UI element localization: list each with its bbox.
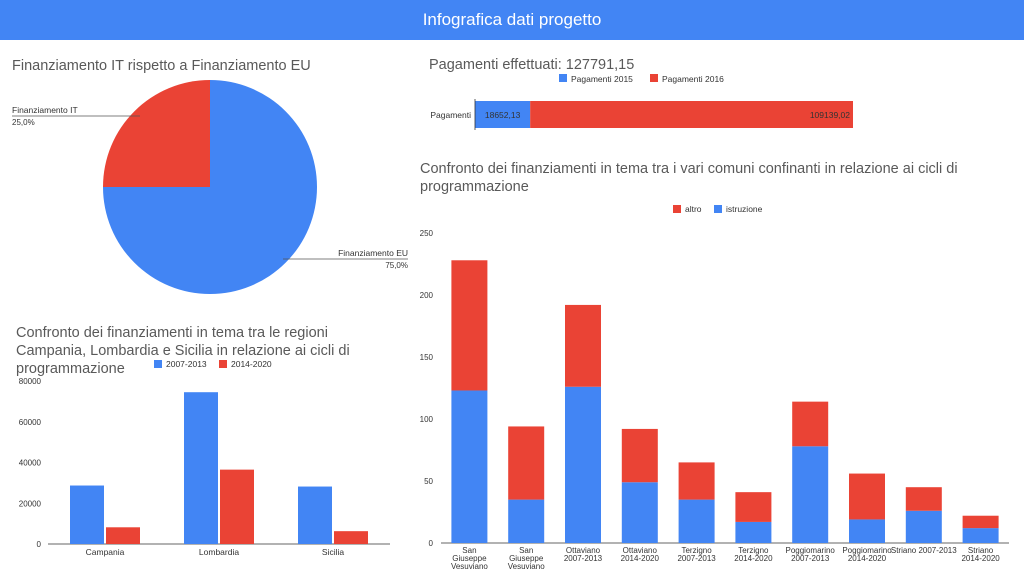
municipalities-x-label-5-0: Terzigno xyxy=(738,546,769,555)
municipalities-x-label-0-0: San xyxy=(462,546,476,555)
regions-x-label-2: Sicilia xyxy=(322,547,344,557)
municipalities-x-label-7-1: 2014-2020 xyxy=(848,554,887,563)
pie-chart-title: Finanziamento IT rispetto a Finanziament… xyxy=(12,58,311,74)
payments-chart-title: Pagamenti effettuati: 127791,15 xyxy=(429,57,635,73)
pie-percent-it: 25,0% xyxy=(12,118,35,127)
municipalities-bar-7-0 xyxy=(849,519,885,543)
regions-y-tick-1: 20000 xyxy=(19,499,42,508)
regions-legend-label-0: 2007-2013 xyxy=(166,359,207,369)
dashboard-header: Infografica dati progetto xyxy=(0,0,1024,40)
municipalities-bar-1-0 xyxy=(508,499,545,543)
municipalities-bar-2-1 xyxy=(565,304,601,387)
municipalities-x-label-8-0: Striano 2007-2013 xyxy=(891,546,957,555)
municipalities-x-label-5-1: 2014-2020 xyxy=(734,554,773,563)
municipalities-x-label-2-1: 2007-2013 xyxy=(564,554,603,563)
regions-bar-0-1 xyxy=(106,527,140,544)
municipalities-bar-0-0 xyxy=(451,390,488,543)
municipalities-bar-9-0 xyxy=(962,528,999,543)
regions-bar-2-0 xyxy=(298,486,332,544)
regions-bar-1-1 xyxy=(220,469,254,544)
municipalities-y-tick-3: 150 xyxy=(420,353,434,362)
municipalities-x-label-1-0: San xyxy=(519,546,533,555)
payment-legend-label-0: Pagamenti 2015 xyxy=(571,74,633,84)
pie-label-eu: Finanziamento EU xyxy=(338,248,408,258)
pie-slice-1 xyxy=(103,80,317,294)
municipalities-y-tick-1: 50 xyxy=(424,477,433,486)
municipalities-bar-6-0 xyxy=(792,446,829,543)
regions-x-label-0: Campania xyxy=(86,547,125,557)
municipalities-x-label-1-1: Giuseppe xyxy=(509,554,544,563)
payment-data-label-1: 109139,02 xyxy=(810,110,850,120)
regions-legend-label-1: 2014-2020 xyxy=(231,359,272,369)
regions-y-tick-2: 40000 xyxy=(19,459,42,468)
regions-legend-swatch-1 xyxy=(219,360,227,368)
municipalities-bar-2-0 xyxy=(565,386,601,543)
municipalities-y-tick-0: 0 xyxy=(429,539,434,548)
regions-y-tick-4: 80000 xyxy=(19,377,42,386)
municipalities-x-label-4-1: 2007-2013 xyxy=(677,554,716,563)
municipalities-bar-3-1 xyxy=(621,428,658,483)
municipalities-bar-4-1 xyxy=(678,462,715,500)
municipalities-x-label-0-1: Giuseppe xyxy=(452,554,487,563)
municipalities-bar-4-0 xyxy=(678,499,715,543)
payment-legend-swatch-1 xyxy=(650,74,658,82)
municipalities-x-label-3-0: Ottaviano xyxy=(623,546,658,555)
regions-y-tick-3: 60000 xyxy=(19,418,42,427)
municipalities-chart-title: Confronto dei finanziamenti in tema tra … xyxy=(420,161,958,195)
dashboard-title: Infografica dati progetto xyxy=(422,10,602,29)
municipalities-y-tick-4: 200 xyxy=(420,291,434,300)
municipalities-bar-8-1 xyxy=(905,487,942,511)
municipalities-x-label-4-0: Terzigno xyxy=(681,546,712,555)
municipalities-x-label-6-0: Poggiomarino xyxy=(786,546,836,555)
pie-label-it: Finanziamento IT xyxy=(12,105,78,115)
payment-bar-segment-0 xyxy=(475,101,531,128)
municipalities-legend-label-1: istruzione xyxy=(726,204,763,214)
municipalities-bar-7-1 xyxy=(849,473,885,520)
regions-chart-title: Confronto dei finanziamenti in tema tra … xyxy=(16,325,350,377)
payment-category-label: Pagamenti xyxy=(430,110,471,120)
regions-bar-1-0 xyxy=(184,392,218,544)
municipalities-x-label-9-1: 2014-2020 xyxy=(961,554,1000,563)
municipalities-bar-0-1 xyxy=(451,260,488,391)
municipalities-bar-9-1 xyxy=(962,515,999,529)
regions-bar-2-1 xyxy=(334,531,368,544)
payment-data-label-0: 18652,13 xyxy=(485,110,521,120)
pie-percent-eu: 75,0% xyxy=(385,261,408,270)
municipalities-bar-1-1 xyxy=(508,426,545,500)
payment-legend-label-1: Pagamenti 2016 xyxy=(662,74,724,84)
payment-legend-swatch-0 xyxy=(559,74,567,82)
regions-legend-swatch-0 xyxy=(154,360,162,368)
regions-x-label-1: Lombardia xyxy=(199,547,239,557)
municipalities-x-label-7-0: Poggiomarino xyxy=(842,546,892,555)
municipalities-x-label-0-2: Vesuviano xyxy=(451,562,488,571)
municipalities-legend-swatch-0 xyxy=(673,205,681,213)
municipalities-legend-swatch-1 xyxy=(714,205,722,213)
municipalities-x-label-9-0: Striano xyxy=(968,546,994,555)
payment-bar-segment-1 xyxy=(530,101,853,128)
regions-y-tick-0: 0 xyxy=(37,540,42,549)
municipalities-bar-5-1 xyxy=(735,492,772,522)
municipalities-bar-6-1 xyxy=(792,401,829,447)
municipalities-bar-3-0 xyxy=(621,482,658,543)
municipalities-y-tick-2: 100 xyxy=(420,415,434,424)
municipalities-legend-label-0: altro xyxy=(685,204,702,214)
municipalities-bar-8-0 xyxy=(905,510,942,543)
municipalities-x-label-3-1: 2014-2020 xyxy=(621,554,660,563)
municipalities-x-label-2-0: Ottaviano xyxy=(566,546,601,555)
municipalities-x-label-1-2: Vesuviano xyxy=(508,562,545,571)
municipalities-y-tick-5: 250 xyxy=(420,229,434,238)
regions-bar-0-0 xyxy=(70,485,104,544)
municipalities-x-label-6-1: 2007-2013 xyxy=(791,554,830,563)
pie-slice-0 xyxy=(103,80,210,187)
municipalities-bar-5-0 xyxy=(735,521,772,543)
